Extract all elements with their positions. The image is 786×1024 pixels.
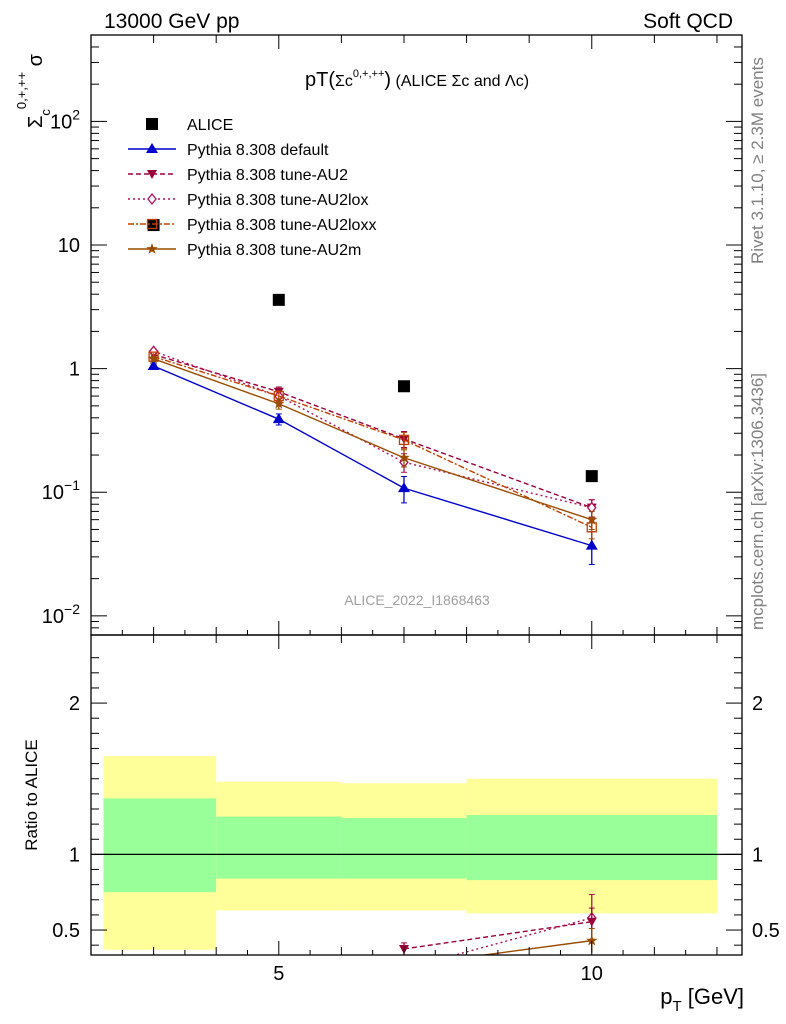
- data-point-au2m: [147, 352, 160, 364]
- ratio-y-label: Ratio to ALICE: [22, 739, 41, 851]
- y-tick-label: 10−2: [42, 601, 80, 628]
- legend-label: Pythia 8.308 tune-AU2loxx: [187, 217, 376, 234]
- ratio-y-tick-label: 2: [69, 693, 80, 715]
- legend-label: Pythia 8.308 tune-AU2: [187, 167, 348, 184]
- ratio-band-inner: [466, 815, 717, 881]
- x-tick-label: 5: [273, 963, 284, 985]
- y-tick-label: 10: [58, 235, 80, 257]
- data-point-default: [272, 413, 285, 424]
- legend: ALICE Pythia 8.308 default Pythia 8.308 tu…: [128, 117, 376, 259]
- data-point-alice: [585, 470, 598, 483]
- legend-marker: [146, 243, 158, 254]
- legend-marker: [147, 192, 157, 206]
- ratio-band-inner: [341, 818, 467, 879]
- y-tick-label: 10−1: [42, 477, 80, 504]
- y-tick-label: 1: [69, 359, 80, 381]
- legend-marker: [146, 218, 158, 230]
- series-au2m: [147, 352, 598, 530]
- series-au2lox: [148, 345, 597, 518]
- series-line-au2m: [153, 358, 592, 521]
- series-alice: [147, 219, 598, 483]
- ratio-y-tick-label: 0.5: [52, 920, 80, 942]
- data-point-default: [585, 539, 598, 550]
- ratio-bands: [91, 756, 742, 950]
- data-point-alice: [397, 380, 410, 393]
- series-au2loxx: [148, 351, 597, 540]
- ratio-point: [586, 934, 598, 946]
- legend-label: Pythia 8.308 default: [187, 142, 329, 159]
- x-axis-label: pT [GeV]: [660, 984, 744, 1015]
- ratio-band-inner: [216, 816, 342, 879]
- series-line-au2loxx: [153, 355, 593, 528]
- legend-marker: [146, 143, 158, 153]
- ratio-point: [400, 964, 408, 974]
- ratio-y-tick-label-right: 1: [752, 844, 763, 866]
- data-point-au2m: [273, 397, 285, 409]
- ratio-series-au2: [398, 907, 597, 955]
- legend-entry-default: Pythia 8.308 default: [128, 142, 329, 159]
- ratio-y-tick-label: 1: [69, 844, 80, 866]
- legend-entry-au2lox: Pythia 8.308 tune-AU2lox: [128, 192, 368, 209]
- rivet-label: Rivet 3.1.10, ≥ 2.3M events: [748, 57, 767, 264]
- ratio-point: [586, 917, 597, 927]
- main-y-label: Σc0,+,++ σ: [14, 53, 53, 128]
- legend-label: Pythia 8.308 tune-AU2m: [187, 242, 361, 259]
- x-tick-label: 10: [581, 963, 603, 985]
- legend-marker: [146, 118, 158, 130]
- data-point-default: [147, 360, 160, 371]
- data-point-au2loxx: [398, 434, 410, 446]
- plot-title: pT(Σc0,+,++) (ALICE Σc and Λc): [305, 68, 529, 91]
- legend-entry-au2m: Pythia 8.308 tune-AU2m: [128, 242, 361, 259]
- ratio-y-tick-label-right: 2: [752, 693, 763, 715]
- legend-marker: [147, 170, 157, 179]
- mcplots-label: mcplots.cern.ch [arXiv:1306.3436]: [748, 373, 767, 630]
- header-left: 13000 GeV pp: [104, 10, 239, 33]
- series-line-au2lox: [153, 350, 592, 509]
- legend-entry-alice: ALICE: [146, 117, 233, 134]
- ratio-plot-frame: [90, 634, 743, 956]
- data-point-default: [397, 482, 410, 493]
- analysis-watermark: ALICE_2022_I1868463: [344, 592, 490, 608]
- header-right: Soft QCD: [643, 10, 733, 33]
- data-point-au2m: [398, 451, 410, 463]
- data-point-alice: [272, 293, 285, 306]
- legend-entry-au2loxx: Pythia 8.308 tune-AU2loxx: [128, 217, 376, 234]
- legend-label: Pythia 8.308 tune-AU2lox: [187, 192, 368, 209]
- ratio-point: [398, 960, 409, 971]
- axis-ticks: 5 10 102 10 1 10−1 10−2 2 2 1 1 0.5 0.5: [42, 34, 780, 985]
- legend-label: ALICE: [187, 117, 233, 134]
- series-default: [147, 360, 598, 566]
- legend-entry-au2: Pythia 8.308 tune-AU2: [128, 167, 348, 184]
- data-point-au2m: [586, 513, 598, 525]
- y-tick-label: 102: [50, 106, 80, 133]
- series-line-default: [153, 365, 592, 547]
- ratio-band-inner: [103, 798, 217, 893]
- ratio-y-tick-label-right: 0.5: [752, 920, 780, 942]
- data-point-alice: [147, 219, 160, 232]
- main-series: [147, 219, 598, 566]
